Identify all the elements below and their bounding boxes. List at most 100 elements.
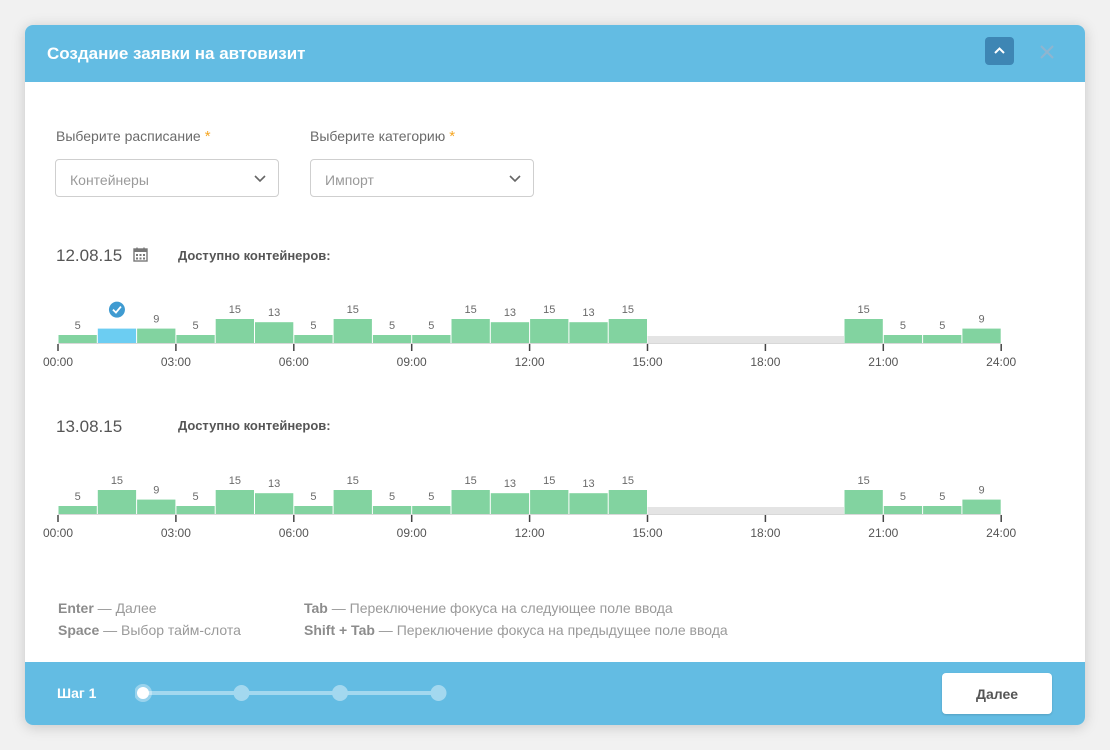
chevron-down-icon (254, 175, 266, 183)
timeslot-bar[interactable] (412, 506, 451, 514)
step-dot (233, 685, 250, 701)
timeslot-value: 5 (939, 320, 945, 332)
axis-tick-label: 03:00 (161, 355, 191, 369)
timeslot-bar[interactable] (883, 506, 923, 514)
unavailable-range (647, 336, 844, 343)
timeslot-bar[interactable] (412, 335, 451, 343)
timeslot-value: 15 (543, 304, 555, 316)
timeslot-bar[interactable] (883, 335, 923, 343)
timeslot-chart: 5 15 9 5 15 13 5 15 5 5 15 13 15 13 15 15 5 5 9 00:00 03:00 0… (43, 456, 1045, 546)
timeslot-bar[interactable] (608, 319, 647, 343)
timeslot-bar[interactable] (372, 335, 412, 343)
timeslot-bar[interactable] (530, 490, 569, 514)
hotkey-hint: Enter — Далее (58, 597, 241, 619)
check-circle-icon (108, 301, 125, 318)
timeslot-bar[interactable] (962, 499, 1001, 514)
timeslot-bar[interactable] (137, 499, 176, 514)
axis-tick-label: 06:00 (279, 526, 309, 540)
timeslot-value: 5 (75, 320, 81, 332)
axis-tick-label: 09:00 (397, 526, 427, 540)
step-label: Шаг 1 (57, 685, 97, 701)
timeslot-bar-selected[interactable] (97, 328, 137, 343)
available-label: Доступно контейнеров: (178, 418, 331, 433)
timeslot-value: 5 (428, 491, 434, 503)
timeslot-bar[interactable] (962, 328, 1001, 343)
hotkey-key: Tab (304, 600, 328, 616)
timeslot-bar[interactable] (58, 506, 97, 514)
timeslot-bar[interactable] (294, 506, 333, 514)
chevron-down-icon (509, 175, 521, 183)
day-date: 13.08.15 (56, 417, 123, 436)
timeslot-bar[interactable] (372, 506, 412, 514)
timeslot-bar[interactable] (137, 328, 176, 343)
timeslot-bar[interactable] (451, 490, 490, 514)
timeslot-bar[interactable] (844, 319, 883, 343)
timeslot-value: 5 (310, 320, 316, 332)
timeslot-bar[interactable] (58, 335, 97, 343)
timeslot-value: 15 (622, 475, 634, 487)
timeslot-value: 5 (939, 491, 945, 503)
timeslot-value: 13 (504, 478, 516, 490)
available-label: Доступно контейнеров: (178, 248, 331, 263)
step-dot-active (137, 687, 149, 699)
hotkey-hint: Space — Выбор тайм-слота (58, 619, 241, 641)
timeslot-bar[interactable] (451, 319, 490, 343)
timeslot-value: 15 (347, 475, 359, 487)
timeslot-bar[interactable] (294, 335, 333, 343)
hotkey-key: Shift + Tab (304, 622, 375, 638)
timeslot-bar[interactable] (333, 490, 372, 514)
timeslot-bar[interactable] (569, 493, 608, 514)
timeslot-value: 15 (465, 475, 477, 487)
timeslot-value: 15 (347, 304, 359, 316)
timeslot-bar[interactable] (923, 506, 962, 514)
timeslot-bar[interactable] (490, 322, 530, 343)
calendar-icon[interactable] (133, 247, 148, 267)
timeslot-value: 5 (192, 320, 198, 332)
timeslot-bar[interactable] (923, 335, 962, 343)
schedule-label: Выберите расписание * (56, 128, 211, 145)
timeslot-bar[interactable] (97, 490, 137, 514)
timeslot-bar[interactable] (490, 493, 530, 514)
timeslot-value: 15 (543, 475, 555, 487)
timeslot-bar[interactable] (176, 506, 215, 514)
timeslot-value: 5 (900, 491, 906, 503)
step-dot (332, 685, 348, 701)
timeslot-bar[interactable] (844, 490, 883, 514)
timeslot-bar[interactable] (176, 335, 215, 343)
timeslot-chart-svg: 5 15 9 5 15 13 5 15 5 5 15 13 15 13 15 15 5 5 9 00:00 03:00 0… (43, 475, 1017, 540)
schedule-select-value: Контейнеры (70, 172, 149, 188)
timeslot-value: 15 (858, 475, 870, 487)
timeslot-chart: 5 9 5 15 13 5 15 5 5 15 13 15 13 15 15 5 5 9 00:00 03:00 06:… (43, 285, 1045, 375)
category-select[interactable]: Импорт (310, 159, 534, 197)
axis-tick-label: 09:00 (397, 355, 427, 369)
step-progress (134, 683, 455, 703)
chevron-up-icon (994, 47, 1005, 54)
category-select-value: Импорт (325, 172, 374, 188)
timeslot-bar[interactable] (569, 322, 608, 343)
timeslot-bar[interactable] (608, 490, 647, 514)
timeslot-bar[interactable] (255, 493, 294, 514)
hotkey-hint: Tab — Переключение фокуса на следующее п… (304, 597, 728, 619)
schedule-select[interactable]: Контейнеры (55, 159, 279, 197)
timeslot-bar[interactable] (530, 319, 569, 343)
hotkey-text: — Выбор тайм-слота (99, 622, 241, 638)
timeslot-bar[interactable] (333, 319, 372, 343)
timeslot-value: 9 (978, 485, 984, 497)
timeslot-bar[interactable] (255, 322, 294, 343)
hotkeys-right: Tab — Переключение фокуса на следующее п… (304, 597, 728, 641)
axis-tick-label: 15:00 (632, 526, 662, 540)
next-button[interactable]: Далее (942, 673, 1052, 714)
step-progress-svg (134, 684, 447, 702)
close-button[interactable] (1037, 42, 1057, 62)
axis-tick-label: 18:00 (750, 355, 780, 369)
timeslot-value: 13 (268, 307, 280, 319)
timeslot-value: 13 (582, 478, 594, 490)
hotkey-hint: Shift + Tab — Переключение фокуса на пре… (304, 619, 728, 641)
hotkey-text: — Переключение фокуса на следующее поле … (327, 600, 673, 616)
collapse-button[interactable] (985, 37, 1014, 65)
timeslot-bar[interactable] (215, 319, 254, 343)
axis-tick-label: 21:00 (868, 355, 898, 369)
hotkey-key: Enter (58, 600, 94, 616)
timeslot-bar[interactable] (215, 490, 254, 514)
timeslot-value: 5 (192, 491, 198, 503)
